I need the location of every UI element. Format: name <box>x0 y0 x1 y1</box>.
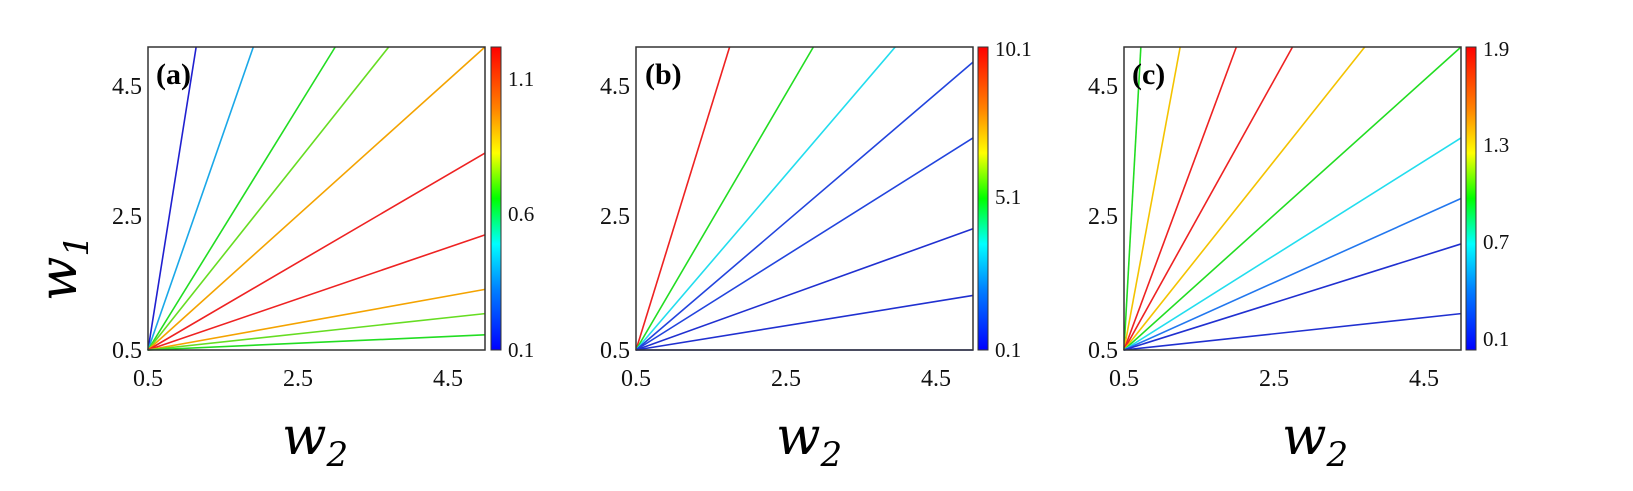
contour-line <box>635 46 731 351</box>
contour-line <box>147 46 336 351</box>
contour-line <box>147 288 486 351</box>
panel-c-frame <box>1123 46 1462 351</box>
panel-a-cb-tick: 1.1 <box>508 67 534 91</box>
panel-a-cb-tick: 0.6 <box>508 202 534 226</box>
panel-c-contours <box>1123 46 1462 351</box>
panel-b-xtick: 4.5 <box>921 366 951 392</box>
panel-a: (a) 0.5 2.5 4.5 0.5 2.5 4.5 0.1 0.6 1.1 … <box>29 46 534 475</box>
panel-b-colorbar <box>977 46 989 351</box>
panel-a-frame <box>147 46 486 351</box>
contour-line <box>147 234 486 351</box>
y-axis-title: w1 <box>29 235 97 301</box>
panel-c-colorbar <box>1465 46 1477 351</box>
panel-b: (b) 0.5 2.5 4.5 0.5 2.5 4.5 0.1 5.1 10.1… <box>600 37 1032 475</box>
contour-line <box>635 46 815 351</box>
contour-line <box>635 61 974 351</box>
panel-a-xtick: 0.5 <box>133 366 163 392</box>
contour-line <box>1123 46 1462 351</box>
contour-line <box>147 46 197 351</box>
panel-a-label: (a) <box>156 58 191 91</box>
panel-a-cb-tick: 0.1 <box>508 338 534 362</box>
contour-line <box>147 46 255 351</box>
panel-c-cb-tick: 0.7 <box>1483 230 1509 254</box>
panel-b-label: (b) <box>645 58 682 91</box>
contour-line <box>147 334 486 351</box>
panel-b-cb-tick: 0.1 <box>995 338 1021 362</box>
panel-c-x-axis-title: w2 <box>1282 407 1348 475</box>
panel-b-cb-tick: 10.1 <box>995 37 1032 61</box>
contour-line <box>1123 312 1462 351</box>
panel-a-x-axis-title: w2 <box>282 407 348 475</box>
panel-a-ytick: 0.5 <box>112 338 142 364</box>
contour-line <box>635 46 896 351</box>
panel-c-ytick: 2.5 <box>1088 204 1118 230</box>
contour-line <box>1123 197 1462 351</box>
contour-line <box>147 46 486 351</box>
panel-c-xtick: 4.5 <box>1409 366 1439 392</box>
contour-line <box>1123 137 1462 351</box>
contour-line <box>1123 46 1294 351</box>
panel-c-label: (c) <box>1132 58 1165 91</box>
panel-b-frame <box>635 46 974 351</box>
panel-b-ytick: 0.5 <box>600 338 630 364</box>
contour-line <box>635 228 974 351</box>
contour-line <box>1123 46 1366 351</box>
contour-line <box>1123 46 1238 351</box>
panel-a-ytick: 4.5 <box>112 74 142 100</box>
contour-line <box>635 137 974 351</box>
panel-c-cb-tick: 1.9 <box>1483 37 1509 61</box>
panel-c: (c) 0.5 2.5 4.5 0.5 2.5 4.5 0.1 0.7 1.3 … <box>1088 37 1509 475</box>
panel-b-contours <box>635 46 974 351</box>
panel-a-xtick: 2.5 <box>283 366 313 392</box>
panel-a-colorbar <box>490 46 502 351</box>
contour-line <box>147 152 486 351</box>
panel-c-xtick: 0.5 <box>1109 366 1139 392</box>
contour-line <box>1123 243 1462 351</box>
panel-c-cb-tick: 1.3 <box>1483 133 1509 157</box>
panel-b-ytick: 4.5 <box>600 74 630 100</box>
panel-b-xtick: 2.5 <box>771 366 801 392</box>
panel-a-ytick: 2.5 <box>112 204 142 230</box>
panel-a-xtick: 4.5 <box>433 366 463 392</box>
contour-line <box>1123 46 1142 351</box>
panel-b-cb-tick: 5.1 <box>995 185 1021 209</box>
panel-c-cb-tick: 0.1 <box>1483 327 1509 351</box>
panel-a-contours <box>147 46 486 351</box>
contour-line <box>1123 46 1181 351</box>
panel-c-ytick: 0.5 <box>1088 338 1118 364</box>
panel-b-ytick: 2.5 <box>600 204 630 230</box>
contour-line <box>635 294 974 351</box>
panel-b-xtick: 0.5 <box>621 366 651 392</box>
panel-c-xtick: 2.5 <box>1259 366 1289 392</box>
contour-line <box>147 312 486 351</box>
panel-c-ytick: 4.5 <box>1088 74 1118 100</box>
contour-line <box>147 46 390 351</box>
panel-b-x-axis-title: w2 <box>776 407 842 475</box>
